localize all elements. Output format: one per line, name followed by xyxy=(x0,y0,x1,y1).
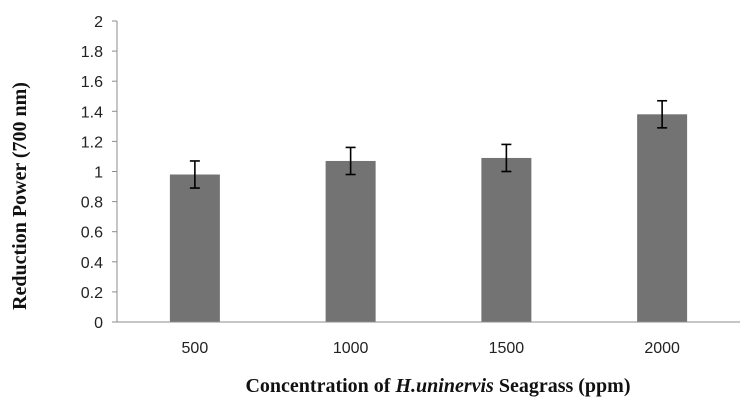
bar-2000 xyxy=(637,114,688,322)
y-axis-ticks: 0 0.2 0.4 0.6 0.8 1 1.2 1.4 1.6 1.8 2 xyxy=(81,14,117,332)
error-bars xyxy=(189,99,668,189)
x-tick-label: 1000 xyxy=(333,340,369,357)
error-bar-1500 xyxy=(501,143,512,173)
y-tick-label: 0.2 xyxy=(81,285,103,302)
bar-1000 xyxy=(325,160,376,322)
x-axis-title-species: H.uninervis xyxy=(394,375,494,397)
bar-500 xyxy=(169,174,220,322)
error-bar-500 xyxy=(189,160,200,189)
x-axis-title-prefix: Concentration of xyxy=(245,375,395,397)
y-tick-label: 1 xyxy=(94,165,103,182)
y-tick-label: 1.2 xyxy=(81,134,103,151)
y-tick-label: 1.4 xyxy=(81,104,103,121)
y-tick-label: 0 xyxy=(94,315,103,332)
y-tick-label: 0.4 xyxy=(81,255,103,272)
x-axis-title-suffix: Seagrass (ppm) xyxy=(494,375,631,397)
x-axis-ticks: 500 1000 1500 2000 xyxy=(182,340,681,357)
y-axis-title: Reduction Power (700 nm) xyxy=(9,82,31,310)
y-tick-label: 1.6 xyxy=(81,74,103,91)
x-tick-label: 2000 xyxy=(644,340,680,357)
x-axis-title: Concentration of H.uninervis Seagrass (p… xyxy=(245,375,630,397)
y-tick-label: 2 xyxy=(94,14,103,31)
x-tick-label: 500 xyxy=(182,340,209,357)
bar-1500 xyxy=(481,157,532,322)
y-tick-label: 1.8 xyxy=(81,44,103,61)
y-tick-label: 0.6 xyxy=(81,225,103,242)
error-bar-1000 xyxy=(345,146,356,176)
y-tick-label: 0.8 xyxy=(81,195,103,212)
bars xyxy=(169,114,688,322)
error-bar-2000 xyxy=(657,99,668,129)
x-tick-label: 1500 xyxy=(489,340,525,357)
